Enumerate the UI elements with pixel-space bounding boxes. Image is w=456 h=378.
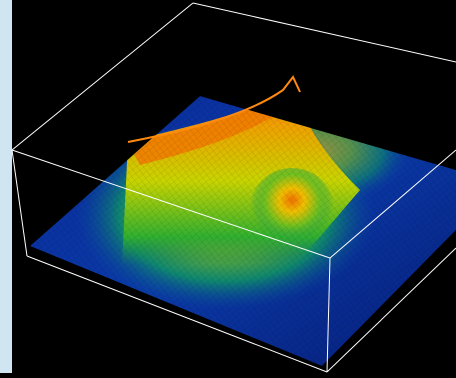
bounding-box-back xyxy=(11,2,456,151)
ridge-edge xyxy=(127,75,301,143)
side-panel xyxy=(0,0,12,373)
bounding-box-front xyxy=(11,149,456,373)
